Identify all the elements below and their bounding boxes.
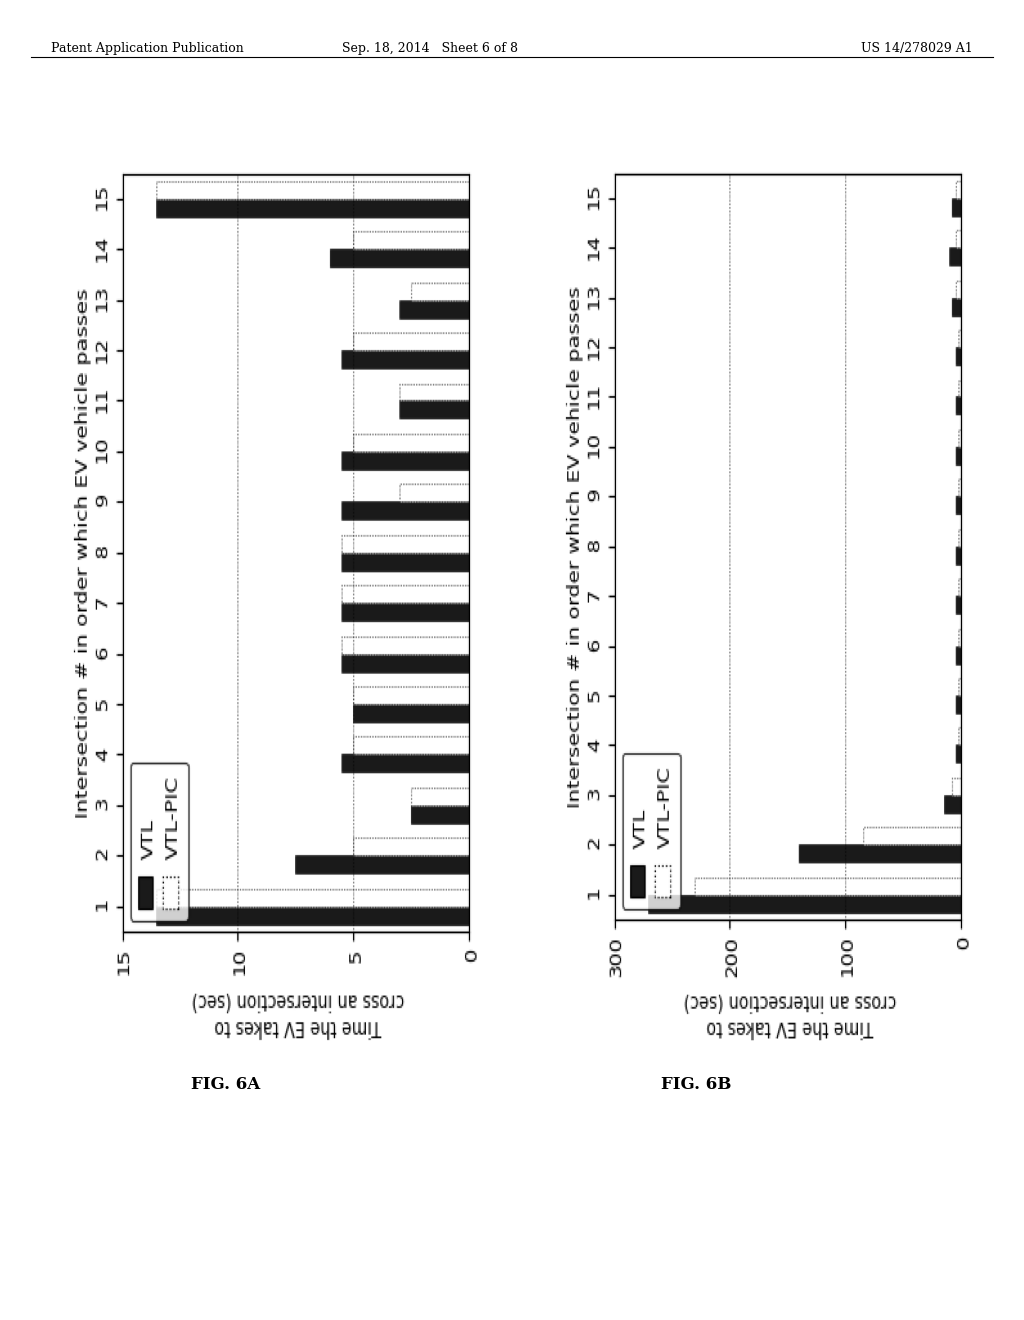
- Text: Patent Application Publication: Patent Application Publication: [51, 42, 244, 55]
- Text: FIG. 6A: FIG. 6A: [190, 1076, 260, 1093]
- Text: FIG. 6B: FIG. 6B: [662, 1076, 731, 1093]
- Text: Sep. 18, 2014   Sheet 6 of 8: Sep. 18, 2014 Sheet 6 of 8: [342, 42, 518, 55]
- Text: US 14/278029 A1: US 14/278029 A1: [861, 42, 973, 55]
